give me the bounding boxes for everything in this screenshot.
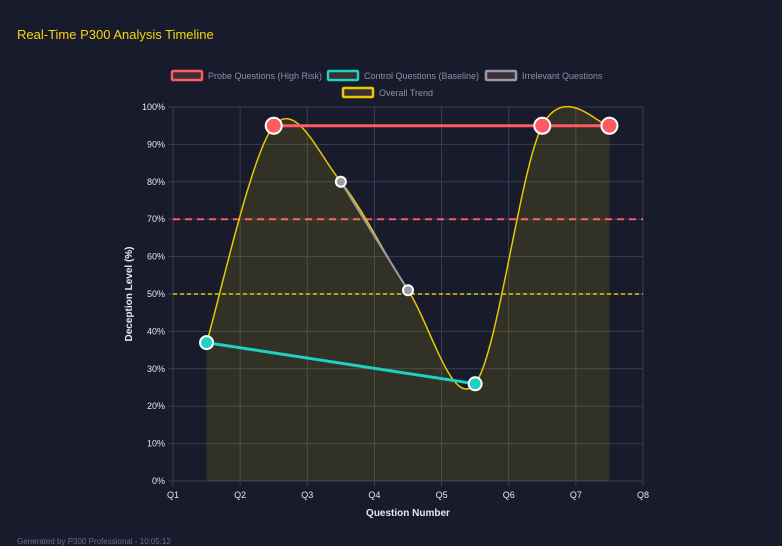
legend-label: Irrelevant Questions	[522, 71, 603, 81]
y-tick-label: 70%	[147, 214, 165, 224]
legend-swatch	[326, 69, 360, 82]
legend-label: Control Questions (Baseline)	[364, 71, 479, 81]
legend-swatch	[484, 69, 518, 82]
x-tick-label: Q5	[436, 490, 448, 500]
x-tick-label: Q3	[301, 490, 313, 500]
y-tick-label: 40%	[147, 326, 165, 336]
chart-title: Real-Time P300 Analysis Timeline	[17, 27, 214, 42]
data-point	[402, 284, 414, 297]
legend-label: Overall Trend	[379, 88, 433, 98]
legend-label: Probe Questions (High Risk)	[208, 71, 322, 81]
x-tick-label: Q2	[234, 490, 246, 500]
y-tick-label: 10%	[147, 439, 165, 449]
x-tick-label: Q4	[368, 490, 380, 500]
series-line-2	[340, 181, 409, 291]
legend-swatch	[341, 86, 375, 99]
y-tick-label: 90%	[147, 139, 165, 149]
footer-text: Generated by P300 Professional - 10:05:1…	[17, 537, 171, 546]
y-tick-label: 0%	[152, 476, 165, 486]
x-tick-label: Q6	[503, 490, 515, 500]
x-tick-label: Q1	[167, 490, 179, 500]
y-tick-label: 60%	[147, 252, 165, 262]
y-tick-label: 20%	[147, 401, 165, 411]
series-line-1	[206, 341, 476, 386]
data-point	[600, 116, 619, 135]
data-point	[199, 335, 215, 351]
x-tick-label: Q7	[570, 490, 582, 500]
data-point	[467, 376, 483, 392]
data-point	[334, 175, 347, 188]
x-tick-label: Q8	[637, 490, 649, 500]
data-point	[533, 116, 552, 135]
data-point	[264, 116, 283, 135]
y-axis-label: Deception Level (%)	[124, 246, 135, 341]
y-tick-label: 30%	[147, 364, 165, 374]
y-tick-label: 80%	[147, 177, 165, 187]
y-tick-label: 100%	[142, 102, 165, 112]
legend-swatch	[170, 69, 204, 82]
y-tick-label: 50%	[147, 289, 165, 299]
x-axis-label: Question Number	[366, 508, 450, 519]
